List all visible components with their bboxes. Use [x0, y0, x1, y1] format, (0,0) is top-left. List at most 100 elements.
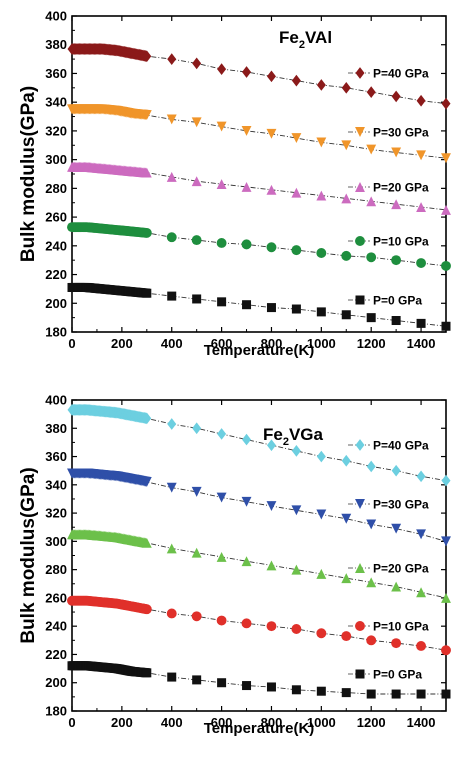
data-point: [366, 86, 376, 98]
series-p-20-gpa: P=20 GPa: [67, 161, 451, 215]
legend-label: P=40 GPa: [373, 67, 429, 81]
legend-marker: [355, 439, 365, 451]
data-point: [416, 318, 426, 328]
legend-marker: [355, 499, 365, 509]
data-point: [191, 117, 202, 128]
data-point: [341, 81, 351, 94]
x-axis-title: Temperature(K): [204, 720, 315, 737]
data-point: [341, 513, 352, 524]
y-tick-label: 180: [45, 704, 67, 719]
y-tick-label: 340: [45, 477, 67, 492]
x-tick-label: 600: [211, 715, 233, 730]
data-point: [266, 303, 276, 313]
series-p-20-gpa: P=20 GPa: [67, 529, 451, 603]
data-point: [366, 252, 377, 263]
data-point: [316, 450, 326, 463]
legend-label: P=30 GPa: [373, 498, 429, 512]
data-point-dense: [141, 110, 152, 121]
y-tick-label: 200: [45, 675, 67, 690]
data-point: [191, 486, 202, 497]
y-tick-label: 200: [45, 296, 67, 311]
data-point: [291, 624, 302, 634]
x-tick-label: 1400: [407, 336, 436, 351]
data-point: [391, 523, 402, 534]
data-point: [341, 454, 351, 467]
data-point: [441, 689, 451, 699]
legend-label: P=10 GPa: [373, 620, 429, 634]
data-point: [416, 529, 427, 540]
data-point: [192, 294, 202, 304]
data-point: [316, 307, 326, 317]
legend-marker: [355, 621, 365, 631]
data-point: [167, 418, 177, 430]
data-point: [191, 611, 202, 622]
legend-marker: [355, 127, 365, 137]
data-point: [242, 433, 252, 446]
series-p-40-gpa: P=40 GPa: [67, 43, 451, 110]
data-point: [266, 682, 276, 692]
y-tick-label: 380: [45, 37, 67, 52]
x-tick-label: 1000: [307, 715, 336, 730]
data-point: [391, 689, 401, 699]
legend-label: P=30 GPa: [373, 126, 429, 140]
data-point: [341, 573, 352, 584]
data-point-dense: [142, 668, 152, 678]
data-point-dense: [141, 537, 152, 548]
data-point-dense: [141, 477, 152, 487]
data-point: [216, 237, 227, 248]
y-tick-label: 360: [45, 66, 67, 81]
data-point: [191, 547, 202, 558]
y-tick-label: 180: [45, 325, 67, 340]
data-point: [441, 536, 451, 547]
data-point: [241, 181, 252, 192]
y-tick-label: 300: [45, 534, 67, 549]
legend-label: P=20 GPa: [373, 562, 429, 576]
data-point: [167, 53, 177, 65]
data-point: [366, 196, 377, 207]
data-point: [391, 255, 402, 266]
legend-label: P=40 GPa: [373, 439, 429, 453]
x-tick-label: 800: [261, 715, 283, 730]
data-point-dense: [142, 50, 152, 63]
data-point: [291, 133, 302, 144]
data-point: [166, 543, 177, 554]
y-tick-label: 300: [45, 152, 67, 167]
data-point: [441, 474, 451, 487]
data-point: [291, 304, 301, 314]
legend-marker: [355, 669, 365, 679]
data-point: [441, 153, 451, 164]
legend-label: P=10 GPa: [373, 235, 429, 249]
data-point: [316, 686, 326, 696]
data-point: [316, 79, 326, 91]
y-tick-label: 380: [45, 421, 67, 436]
series-p-30-gpa: P=30 GPa: [67, 468, 451, 547]
legend-marker: [355, 236, 365, 246]
x-tick-label: 200: [111, 715, 133, 730]
data-point: [192, 57, 202, 70]
data-point: [242, 66, 252, 78]
data-point: [316, 568, 327, 579]
data-point: [291, 187, 302, 198]
data-point: [391, 316, 401, 326]
data-point-dense: [141, 167, 152, 178]
data-point: [166, 482, 177, 493]
data-point: [366, 144, 377, 155]
data-point: [217, 428, 227, 440]
data-point: [266, 184, 277, 195]
data-point: [291, 445, 301, 457]
data-point: [366, 689, 376, 699]
x-tick-label: 600: [211, 336, 233, 351]
y-axis-title: Bulk modulus(GPa): [18, 86, 39, 262]
legend-marker: [355, 182, 365, 192]
data-point: [341, 140, 352, 151]
data-point: [341, 193, 352, 204]
data-point: [416, 150, 427, 161]
x-tick-label: 800: [261, 336, 283, 351]
data-point: [216, 179, 227, 190]
data-point: [266, 70, 276, 83]
data-point-dense: [142, 288, 152, 298]
data-point: [316, 190, 327, 201]
y-axis-title: Bulk modulus(GPa): [18, 467, 39, 643]
data-point: [291, 74, 301, 87]
